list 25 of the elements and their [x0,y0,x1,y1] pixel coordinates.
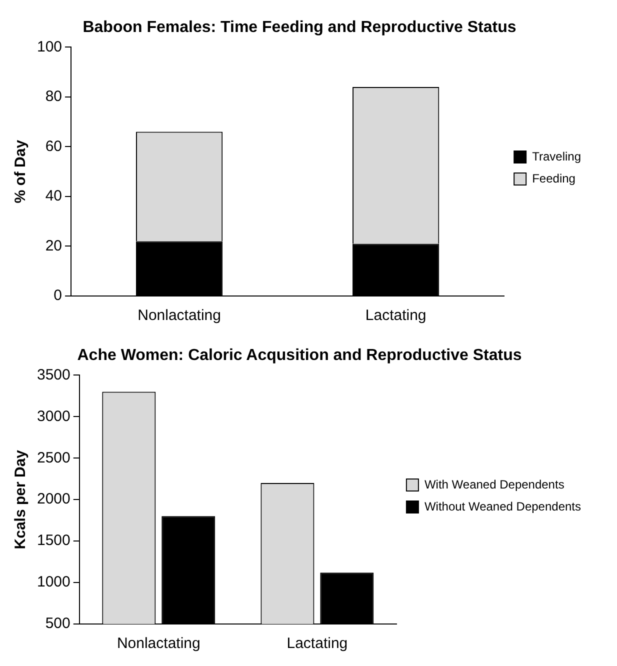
y-tick-label: 3000 [36,408,70,425]
chart-title: Baboon Females: Time Feeding and Reproductive Status [82,19,516,36]
chart-title: Ache Women: Caloric Acqusition and Reproductive Status [77,347,522,364]
legend-label: With Weaned Dependents [424,477,564,492]
y-tick-label: 0 [54,287,62,304]
legend-label: Without Weaned Dependents [424,499,581,514]
y-tick-label: 80 [45,88,62,106]
y-tick-label: 2000 [36,490,70,508]
y-tick-label: 40 [45,188,62,205]
y-tick-label: 2500 [36,449,70,466]
legend-label: Traveling [532,149,582,164]
x-tick-label: Nonlactating [138,307,221,324]
y-tick-label: 1500 [36,532,70,550]
y-tick-label: 60 [45,138,62,155]
y-tick-label: 1000 [36,574,70,591]
y-tick-label: 100 [36,38,62,56]
legend-label: Feeding [532,171,576,186]
x-tick-label: Lactating [286,635,348,652]
y-axis-title: % of Day [12,139,30,204]
y-axis-title: Kcals per Day [12,449,30,550]
y-tick-label: 3500 [36,366,70,384]
y-tick-label: 20 [45,237,62,254]
y-tick-label: 500 [45,615,70,632]
x-tick-label: Lactating [365,307,426,324]
x-tick-label: Nonlactating [116,635,200,652]
